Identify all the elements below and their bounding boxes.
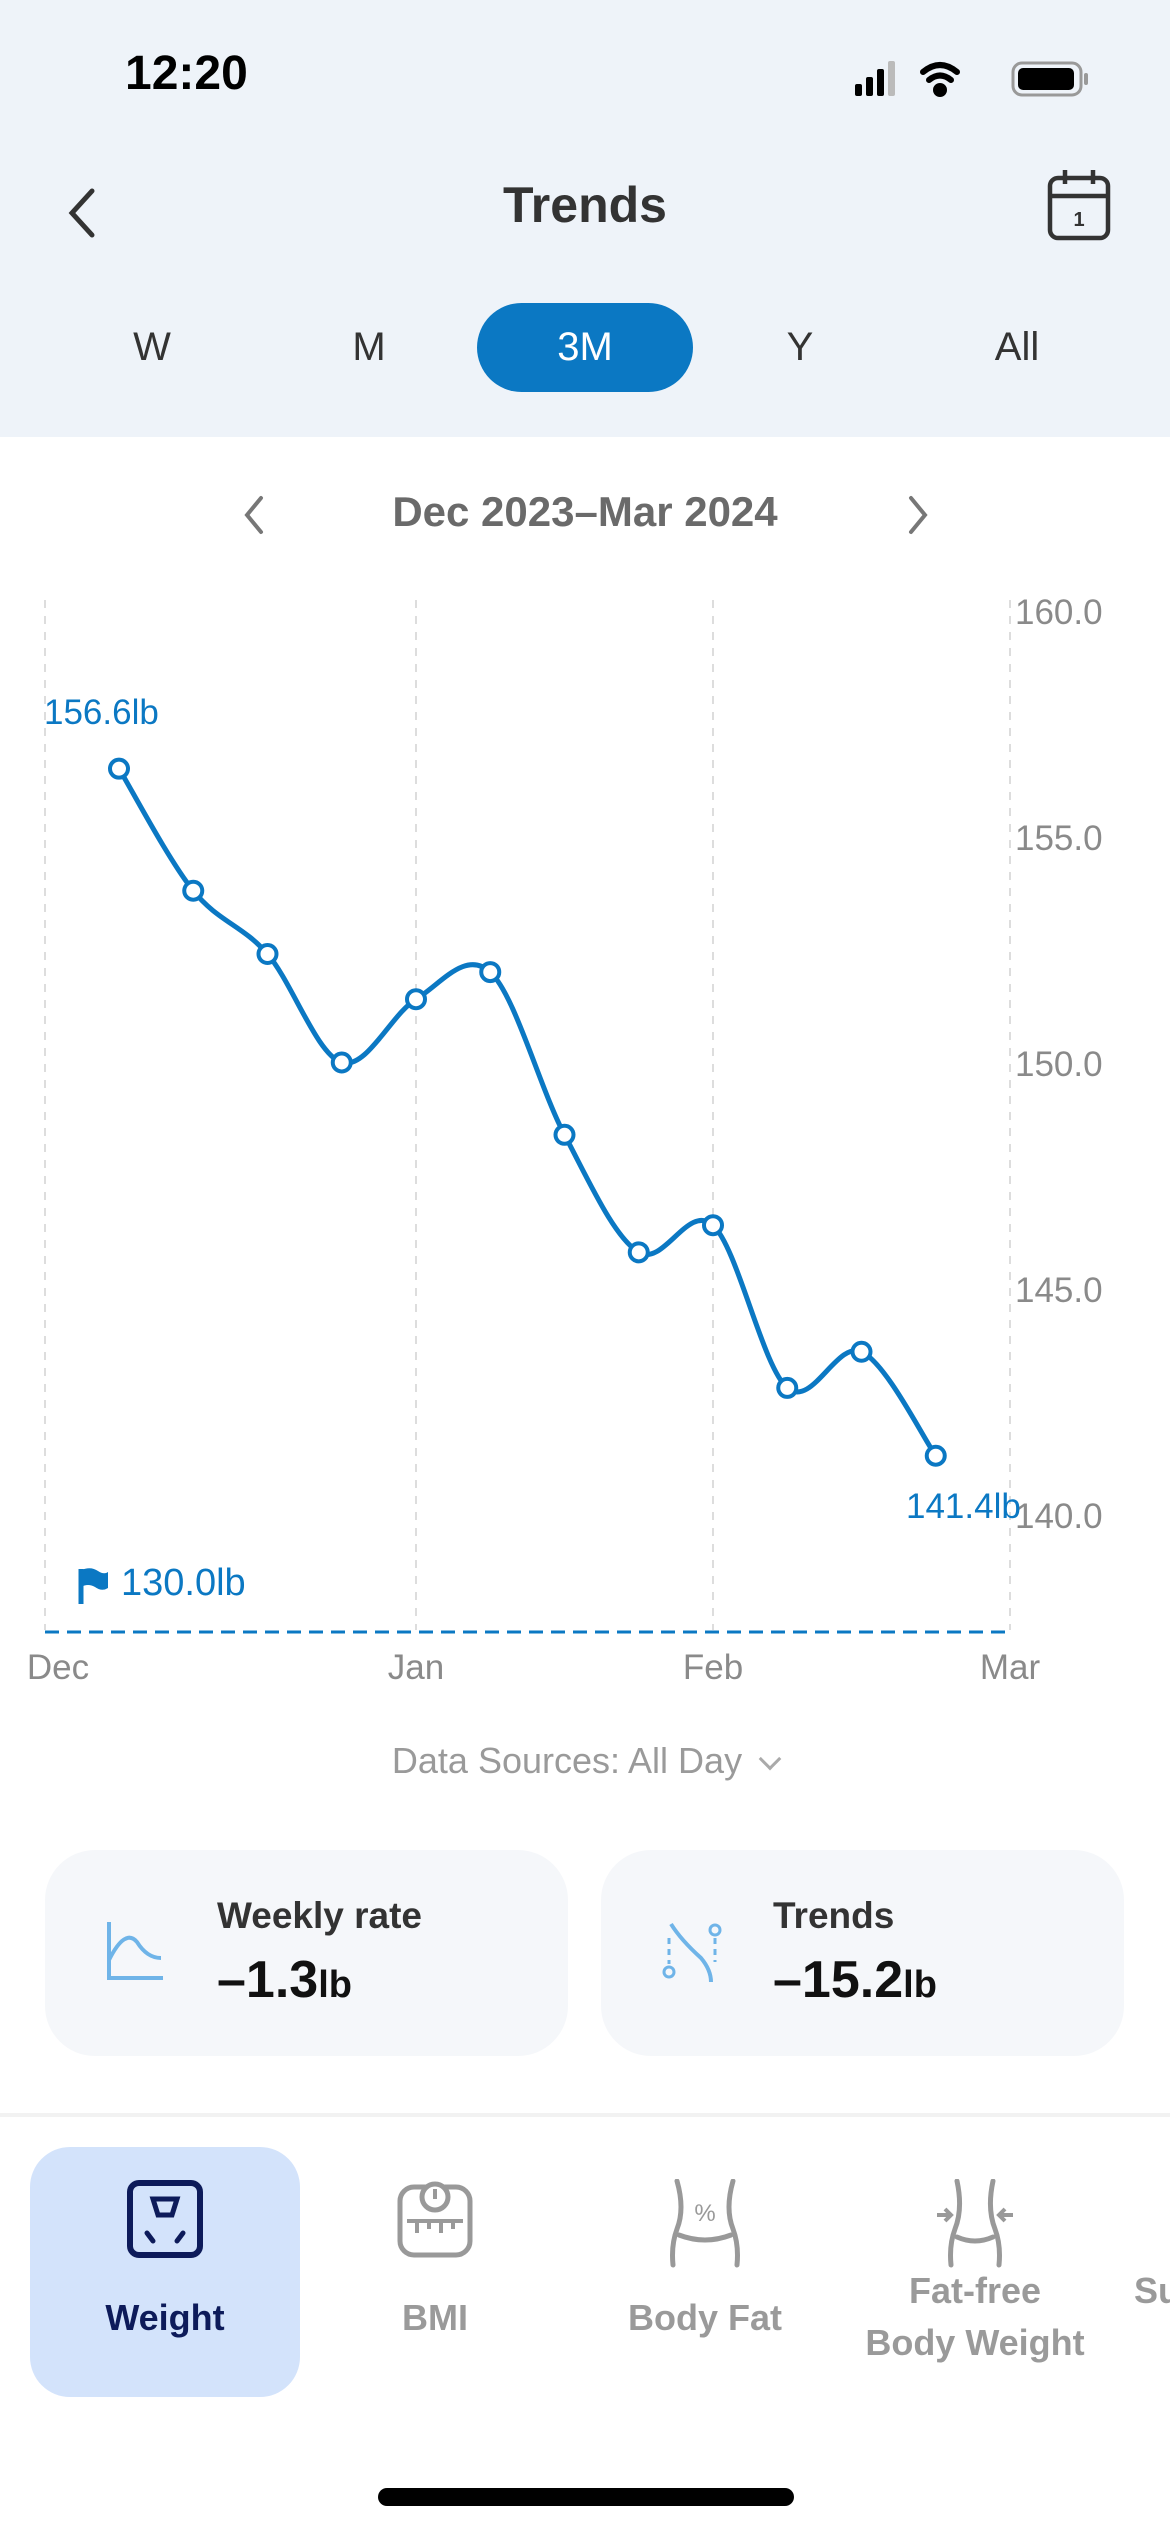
data-point[interactable] (256, 943, 279, 965)
y-tick-label: 155.0 (1015, 819, 1103, 858)
data-sources-dropdown[interactable]: Data Sources: All Day (0, 1740, 1170, 1782)
card-value: –15.2lb (773, 1951, 937, 2009)
bmi-scale-icon (397, 2181, 473, 2258)
y-tick-label: 150.0 (1015, 1045, 1103, 1084)
data-point[interactable] (479, 961, 502, 984)
waist-icon (937, 2179, 1013, 2268)
weight-line (116, 767, 938, 1458)
back-button[interactable] (62, 185, 102, 241)
trends-card[interactable]: Trends –15.2lb (601, 1850, 1124, 2056)
status-time: 12:20 (125, 47, 248, 100)
scale-icon (127, 2180, 203, 2258)
status-icons (855, 61, 1088, 97)
tab-label: Body Fat (627, 2297, 782, 2338)
tab-label: Fat-free Body Weight (865, 2270, 1085, 2363)
page-title: Trends (503, 177, 667, 233)
data-point[interactable] (330, 1051, 353, 1074)
divider (0, 2113, 1170, 2117)
data-sources-label: Data Sources: All Day (391, 1740, 743, 1781)
last-value-label: 141.4lb (906, 1487, 1021, 1526)
goal-label: 130.0lb (121, 1562, 246, 1604)
tab-label: Su (1134, 2270, 1170, 2311)
period-y[interactable]: Y (786, 325, 814, 369)
first-value-label: 156.6lb (44, 693, 159, 732)
tab-weight[interactable]: Weight (30, 2147, 300, 2397)
data-point[interactable] (702, 1214, 724, 1237)
curve-chart-icon (107, 1922, 163, 1980)
tab-label: BMI (402, 2297, 468, 2338)
x-tick-label: Feb (682, 1648, 744, 1687)
tab-bmi[interactable]: BMI (300, 2147, 570, 2397)
data-point[interactable] (627, 1241, 650, 1264)
x-tick-label: Dec (26, 1648, 90, 1687)
flag-icon (78, 1568, 108, 1604)
x-tick-label: Mar (979, 1648, 1041, 1687)
tab-fat-free-body-weight[interactable]: Fat-free Body Weight (840, 2147, 1110, 2397)
period-all[interactable]: All (994, 325, 1040, 369)
wifi-icon (920, 62, 960, 97)
signal-icon (855, 61, 895, 96)
data-point[interactable] (553, 1123, 576, 1146)
data-point[interactable] (924, 1444, 947, 1467)
prev-range-button[interactable] (235, 490, 275, 540)
tab-more[interactable]: Su (1110, 2147, 1170, 2397)
x-tick-label: Jan (387, 1648, 445, 1687)
next-range-button[interactable] (897, 490, 937, 540)
y-tick-label: 140.0 (1015, 1497, 1103, 1536)
weekly-rate-card[interactable]: Weekly rate –1.3lb (45, 1850, 568, 2056)
data-point[interactable] (405, 988, 427, 1011)
weight-chart[interactable] (0, 560, 1170, 1700)
y-tick-label: 160.0 (1015, 593, 1103, 632)
tab-label: Weight (105, 2297, 225, 2338)
period-3m[interactable]: 3M (477, 303, 693, 392)
date-range: Dec 2023–Mar 2024 (392, 488, 778, 535)
card-value: –1.3lb (217, 1951, 352, 2009)
svg-text:%: % (694, 2200, 715, 2227)
period-m[interactable]: M (352, 325, 386, 369)
data-point[interactable] (850, 1340, 873, 1363)
period-w[interactable]: W (133, 325, 171, 369)
calendar-day: 1 (1073, 209, 1084, 231)
body-fat-icon: % (670, 2179, 740, 2268)
data-point[interactable] (182, 879, 205, 902)
card-label: Weekly rate (217, 1895, 422, 1936)
y-tick-label: 145.0 (1015, 1271, 1103, 1310)
data-point[interactable] (108, 757, 130, 780)
home-indicator (378, 2488, 794, 2506)
tab-body-fat[interactable]: % Body Fat (570, 2147, 840, 2397)
data-point[interactable] (776, 1376, 799, 1399)
trend-path-icon (662, 1922, 722, 1983)
calendar-icon[interactable]: 1 (1045, 168, 1115, 244)
card-label: Trends (773, 1895, 895, 1936)
battery-icon (1011, 61, 1088, 97)
chevron-down-icon (758, 1747, 782, 1771)
